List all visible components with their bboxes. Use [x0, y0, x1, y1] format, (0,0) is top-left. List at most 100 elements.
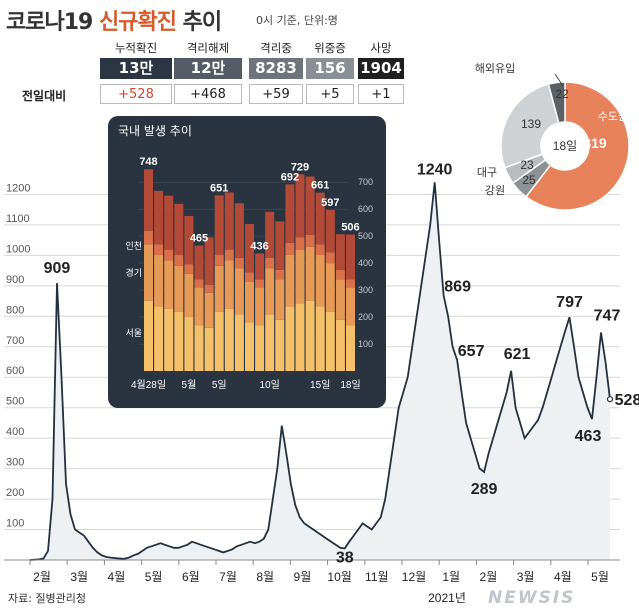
bar-segment — [315, 244, 325, 256]
inset-y-tick-label: 600 — [358, 204, 373, 214]
bar-segment — [224, 260, 234, 309]
x-tick-label: 10월 — [327, 570, 351, 584]
prev-day-label: 전일대비 — [22, 89, 67, 103]
stat-label: 격리해제 — [186, 41, 230, 55]
x-axis-year-label: 2021년 — [428, 591, 466, 605]
inset-data-label: 661 — [311, 180, 329, 192]
bar-segment — [346, 287, 355, 326]
bar-segment — [164, 195, 174, 250]
inset-series-label: 서울 — [125, 328, 142, 338]
bar-segment — [265, 268, 275, 315]
x-tick-label: 2월 — [33, 570, 51, 584]
y-tick-label: 600 — [6, 365, 24, 377]
inset-data-label: 748 — [139, 156, 157, 168]
bar-segment — [214, 255, 224, 266]
bar-segment — [154, 306, 164, 371]
stat-delta: +59 — [249, 84, 303, 104]
pie-slice — [500, 83, 560, 169]
inset-y-tick-label: 500 — [358, 231, 373, 241]
inset-panel: 국내 발생 추이 100 200 300 400 500 600 700 748 465 651 4… — [108, 116, 386, 408]
bar-segment — [194, 279, 204, 288]
x-tick-label: 9월 — [294, 570, 312, 584]
inset-series-label: 인천 — [125, 241, 142, 251]
bar-segment — [184, 215, 194, 265]
inset-series-label: 경기 — [125, 267, 142, 278]
bar-segment — [154, 244, 164, 256]
inset-y-tick-label: 400 — [358, 258, 373, 268]
data-label: 528 — [615, 392, 639, 409]
bar-segment — [295, 174, 305, 238]
y-tick-label: 700 — [6, 335, 24, 347]
bar-segment — [346, 234, 355, 280]
bar-segment — [275, 319, 285, 371]
title-part-3: 추이 — [175, 10, 222, 35]
x-tick-label: 12월 — [402, 570, 426, 584]
bar-segment — [275, 221, 285, 270]
end-marker — [606, 396, 614, 403]
pie-slice — [547, 81, 566, 124]
bar-segment — [184, 273, 194, 318]
y-tick-label: 300 — [6, 457, 24, 469]
bar-segment — [265, 314, 275, 371]
pie-category-label: 수도권 — [598, 110, 628, 123]
stat-label: 격리중 — [260, 41, 292, 55]
x-tick-label: 7월 — [219, 570, 237, 584]
data-label: 463 — [575, 428, 602, 445]
pie-value-label: 23 — [520, 158, 534, 172]
bar-segment — [174, 255, 184, 266]
inset-y-tick-label: 300 — [358, 285, 373, 295]
source-note: 자료: 질병관리청 — [8, 592, 87, 605]
inset-x-tick-label: 5일 — [212, 379, 227, 391]
bar-segment — [234, 203, 244, 258]
bar-segment — [305, 300, 315, 371]
bar-segment — [214, 265, 224, 312]
bar-segment — [245, 322, 254, 371]
bar-segment — [174, 311, 184, 371]
y-tick-label: 100 — [6, 518, 24, 530]
inset-data-label: 651 — [210, 182, 228, 194]
bar-segment — [265, 211, 275, 258]
data-label: 38 — [336, 549, 354, 566]
bar-segment — [305, 234, 315, 247]
stat-delta: +468 — [174, 84, 242, 104]
y-tick-label: 200 — [6, 487, 24, 499]
x-tick-label: 2월 — [480, 570, 498, 584]
inset-data-label: 506 — [341, 222, 359, 234]
bar-segment — [335, 279, 345, 320]
bar-segment — [255, 253, 265, 280]
bar-segment — [325, 263, 335, 312]
bar-segment — [194, 245, 204, 280]
x-tick-label: 4월 — [108, 570, 126, 584]
bar-segment — [285, 306, 295, 371]
data-label: 909 — [44, 260, 71, 277]
bar-segment — [325, 252, 335, 264]
bar-segment — [245, 272, 254, 282]
inset-y-tick-label: 700 — [358, 177, 373, 187]
inset-data-label: 692 — [281, 171, 299, 183]
inset-data-label: 465 — [190, 233, 208, 245]
pie-category-label: 강원 — [485, 184, 505, 197]
bar-segment — [204, 284, 214, 293]
inset-x-tick-label: 5월 — [182, 379, 197, 391]
y-tick-label: 1000 — [6, 243, 30, 255]
bar-segment — [346, 279, 355, 288]
pie-category-label: 대구 — [477, 166, 497, 179]
bar-segment — [204, 292, 214, 328]
bar-segment — [285, 184, 295, 243]
bar-segment — [144, 300, 153, 371]
bar-segment — [275, 279, 285, 320]
bar-segment — [234, 257, 244, 269]
bar-segment — [194, 325, 204, 371]
bar-segment — [214, 311, 224, 371]
series-line — [29, 182, 611, 561]
bar-segment — [144, 169, 153, 231]
bar-segment — [255, 325, 265, 371]
inset-data-label: 597 — [321, 197, 339, 209]
bar-segment — [346, 325, 355, 371]
pie-center-label: 18일 — [553, 139, 577, 153]
stat-delta: +528 — [100, 84, 172, 104]
bar-segment — [315, 306, 325, 371]
bar-segment — [275, 269, 285, 280]
bar-segment — [335, 319, 345, 371]
